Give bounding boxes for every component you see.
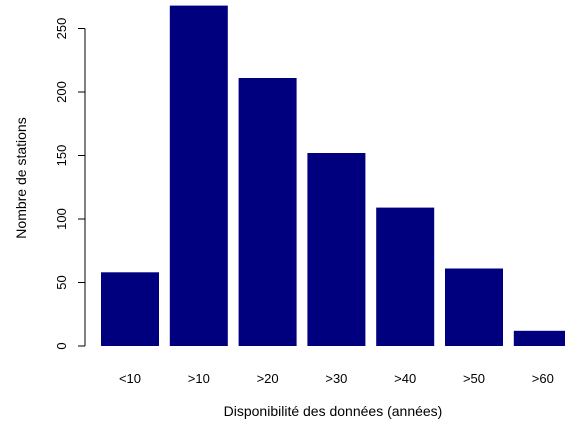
y-tick-label: 100 — [54, 208, 69, 230]
bar-3 — [238, 78, 297, 346]
x-tick-label: >20 — [257, 371, 279, 386]
bars-group — [101, 5, 565, 346]
x-tick-labels: <10 >10 >20 >30 >40 >50 >60 — [119, 371, 554, 386]
x-axis-title: Disponibilité des données (années) — [224, 403, 443, 419]
y-tick-label: 50 — [54, 275, 69, 289]
bar-4 — [307, 153, 366, 346]
x-tick-label: >60 — [532, 371, 554, 386]
y-tick-label: 0 — [54, 342, 69, 349]
y-tick-label: 250 — [54, 18, 69, 40]
x-tick-label: >50 — [463, 371, 485, 386]
bar-5 — [376, 207, 435, 346]
y-ticks: 0 50 100 150 200 250 — [54, 18, 85, 350]
y-axis: 0 50 100 150 200 250 — [54, 18, 86, 350]
x-tick-label: >40 — [394, 371, 416, 386]
y-tick-label: 150 — [54, 145, 69, 167]
x-tick-label: >30 — [325, 371, 347, 386]
y-axis-title: Nombre de stations — [13, 117, 29, 238]
x-tick-label: <10 — [119, 371, 141, 386]
x-tick-label: >10 — [188, 371, 210, 386]
y-tick-label: 200 — [54, 81, 69, 103]
bar-2 — [169, 5, 228, 346]
bar-1 — [101, 272, 159, 346]
bar-7 — [513, 330, 565, 346]
bar-6 — [445, 268, 503, 346]
